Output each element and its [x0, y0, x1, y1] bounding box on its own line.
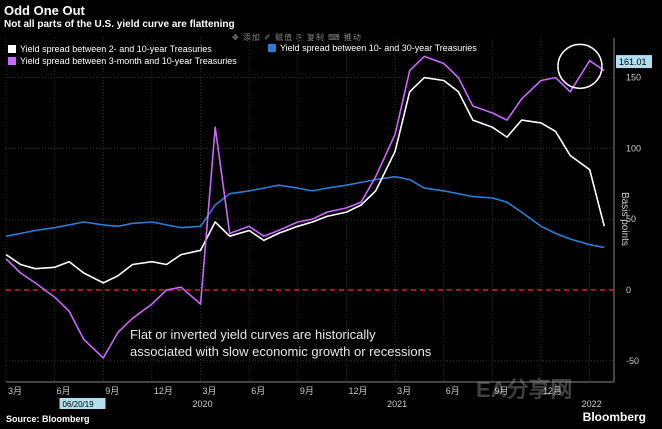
legend-item-2y10y: Yield spread between 2- and 10-year Trea… — [8, 43, 237, 55]
date-marker-label: 06/20/19 — [63, 400, 95, 409]
x-tick-label: 3月 — [203, 386, 217, 396]
x-tick-label: 12月 — [543, 386, 562, 396]
x-tick-label: 6月 — [251, 386, 265, 396]
floating-toolbar[interactable]: ✥ 添加 ✐ 赋值 ⎘ 复制 ⌨ 推动 — [232, 33, 362, 42]
x-tick-label: 3月 — [397, 386, 411, 396]
chart-title: Odd One Out — [4, 3, 85, 18]
x-tick-label: 12月 — [348, 386, 367, 396]
last-value-label: 161.01 — [619, 57, 647, 67]
x-tick-label: 6月 — [57, 386, 71, 396]
y-tick-label: -50 — [626, 356, 639, 366]
legend-swatch-purple — [8, 57, 16, 65]
y-tick-label: 0 — [626, 285, 631, 295]
x-tick-label: 9月 — [300, 386, 314, 396]
series-line-2 — [5, 175, 605, 249]
watermark: EA分享网 — [476, 377, 573, 402]
legend-item-10y30y: Yield spread between 10- and 30-year Tre… — [268, 43, 477, 53]
x-year-label: 2022 — [582, 399, 602, 409]
source-note: Source: Bloomberg — [6, 414, 90, 424]
y-axis-label: Basis points — [619, 192, 630, 246]
date-marker-badge — [59, 398, 106, 409]
series-line-1 — [5, 55, 605, 359]
legend-swatch-blue — [268, 44, 276, 52]
legend-label-2y10y: Yield spread between 2- and 10-year Trea… — [20, 44, 212, 54]
x-year-label: 2020 — [193, 399, 213, 409]
x-tick-label: 6月 — [446, 386, 460, 396]
annotation-line-1: Flat or inverted yield curves are histor… — [130, 327, 376, 342]
x-year-label: 2021 — [387, 399, 407, 409]
series-line-0 — [5, 76, 606, 284]
x-tick-label: 9月 — [105, 386, 119, 396]
annotation-line-2: associated with slow economic growth or … — [130, 344, 432, 359]
y-tick-label: 150 — [626, 73, 641, 83]
y-tick-label: 50 — [626, 214, 636, 224]
legend-label-10y30y: Yield spread between 10- and 30-year Tre… — [280, 43, 477, 53]
legend-label-3m10y: Yield spread between 3-month and 10-year… — [20, 56, 237, 66]
x-tick-label: 12月 — [154, 386, 173, 396]
x-tick-label: 3月 — [8, 386, 22, 396]
last-value-badge — [616, 55, 652, 69]
legend-swatch-white — [8, 45, 16, 53]
bloomberg-logo: Bloomberg — [582, 410, 646, 424]
legend-item-3m10y: Yield spread between 3-month and 10-year… — [8, 55, 237, 67]
y-tick-label: 100 — [626, 143, 641, 153]
chart-annotation: Flat or inverted yield curves are histor… — [130, 326, 431, 360]
x-tick-label: 9月 — [494, 386, 508, 396]
chart-subtitle: Not all parts of the U.S. yield curve ar… — [4, 19, 235, 30]
legend: Yield spread between 2- and 10-year Trea… — [8, 43, 237, 67]
highlight-circle — [557, 43, 603, 90]
